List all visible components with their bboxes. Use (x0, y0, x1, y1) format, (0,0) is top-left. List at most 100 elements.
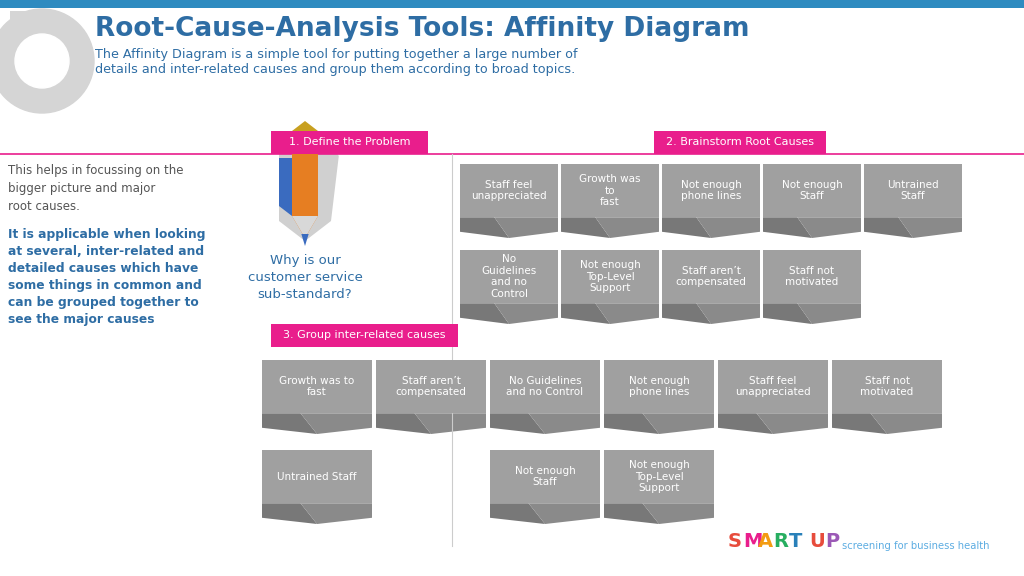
Text: This helps in focussing on the
bigger picture and major
root causes.: This helps in focussing on the bigger pi… (8, 164, 183, 213)
FancyBboxPatch shape (0, 0, 1024, 8)
Polygon shape (604, 414, 659, 434)
Polygon shape (696, 217, 760, 238)
Polygon shape (831, 414, 887, 434)
Polygon shape (279, 158, 292, 216)
Polygon shape (460, 304, 509, 324)
Circle shape (15, 34, 69, 88)
Polygon shape (528, 414, 600, 434)
FancyBboxPatch shape (460, 250, 558, 304)
Text: It is applicable when looking
at several, inter-related and
detailed causes whic: It is applicable when looking at several… (8, 228, 206, 326)
FancyBboxPatch shape (271, 131, 428, 154)
Text: Not enough
phone lines: Not enough phone lines (629, 376, 689, 397)
Text: Staff feel
unappreciated: Staff feel unappreciated (471, 180, 547, 202)
Polygon shape (262, 503, 317, 524)
Polygon shape (870, 414, 942, 434)
Polygon shape (490, 414, 545, 434)
Polygon shape (279, 144, 339, 241)
Polygon shape (300, 503, 372, 524)
Polygon shape (662, 217, 711, 238)
FancyBboxPatch shape (460, 164, 558, 217)
Text: Growth was to
fast: Growth was to fast (280, 376, 354, 397)
Polygon shape (898, 217, 962, 238)
Polygon shape (528, 503, 600, 524)
FancyBboxPatch shape (662, 250, 760, 304)
FancyBboxPatch shape (376, 360, 486, 414)
Polygon shape (262, 414, 317, 434)
Text: Staff not
motivated: Staff not motivated (860, 376, 913, 397)
Text: 3. Group inter-related causes: 3. Group inter-related causes (284, 331, 445, 340)
Text: Not enough
phone lines: Not enough phone lines (681, 180, 741, 202)
Polygon shape (561, 217, 610, 238)
Polygon shape (642, 503, 714, 524)
FancyBboxPatch shape (561, 164, 659, 217)
FancyBboxPatch shape (604, 360, 714, 414)
Polygon shape (495, 304, 558, 324)
Text: S: S (728, 532, 742, 551)
Polygon shape (292, 144, 318, 238)
Text: 2. Brainstorm Root Causes: 2. Brainstorm Root Causes (666, 138, 814, 147)
Text: A: A (759, 532, 773, 551)
Polygon shape (376, 414, 431, 434)
FancyBboxPatch shape (262, 360, 372, 414)
Text: R: R (773, 532, 788, 551)
FancyBboxPatch shape (561, 250, 659, 304)
FancyBboxPatch shape (271, 324, 458, 347)
Polygon shape (595, 217, 659, 238)
Text: Not enough
Staff: Not enough Staff (781, 180, 843, 202)
Polygon shape (757, 414, 828, 434)
Text: T: T (788, 532, 802, 551)
Text: Untrained Staff: Untrained Staff (278, 472, 356, 482)
FancyBboxPatch shape (654, 131, 826, 154)
Text: Not enough
Staff: Not enough Staff (515, 466, 575, 487)
FancyBboxPatch shape (262, 450, 372, 503)
Text: Why is our
customer service
sub-standard?: Why is our customer service sub-standard… (248, 254, 362, 301)
Polygon shape (415, 414, 486, 434)
Polygon shape (662, 304, 711, 324)
Text: Root-Cause-Analysis Tools: Affinity Diagram: Root-Cause-Analysis Tools: Affinity Diag… (95, 16, 750, 42)
Polygon shape (763, 217, 812, 238)
FancyBboxPatch shape (604, 450, 714, 503)
Text: Staff aren’t
compensated: Staff aren’t compensated (676, 266, 746, 287)
FancyBboxPatch shape (490, 450, 600, 503)
Text: Not enough
Top-Level
Support: Not enough Top-Level Support (580, 260, 640, 293)
Text: Staff aren’t
compensated: Staff aren’t compensated (395, 376, 467, 397)
Polygon shape (798, 217, 861, 238)
Polygon shape (798, 304, 861, 324)
Text: Not enough
Top-Level
Support: Not enough Top-Level Support (629, 460, 689, 493)
Polygon shape (490, 503, 545, 524)
Polygon shape (864, 217, 913, 238)
Polygon shape (642, 414, 714, 434)
Text: No Guidelines
and no Control: No Guidelines and no Control (507, 376, 584, 397)
Text: screening for business health: screening for business health (842, 541, 989, 551)
FancyBboxPatch shape (763, 164, 861, 217)
Text: U: U (809, 532, 824, 551)
Polygon shape (763, 304, 812, 324)
Text: Staff not
motivated: Staff not motivated (785, 266, 839, 287)
Text: Untrained
Staff: Untrained Staff (887, 180, 939, 202)
Polygon shape (718, 414, 773, 434)
FancyBboxPatch shape (831, 360, 942, 414)
Polygon shape (595, 304, 659, 324)
FancyBboxPatch shape (662, 164, 760, 217)
FancyBboxPatch shape (763, 250, 861, 304)
FancyBboxPatch shape (864, 164, 962, 217)
FancyBboxPatch shape (490, 360, 600, 414)
Text: M: M (743, 532, 763, 551)
Polygon shape (292, 121, 318, 144)
Polygon shape (301, 234, 308, 246)
Polygon shape (604, 503, 659, 524)
Text: No
Guidelines
and no
Control: No Guidelines and no Control (481, 254, 537, 299)
Text: The Affinity Diagram is a simple tool for putting together a large number of
det: The Affinity Diagram is a simple tool fo… (95, 48, 578, 76)
Polygon shape (561, 304, 610, 324)
Circle shape (0, 9, 94, 113)
Text: Staff feel
unappreciated: Staff feel unappreciated (735, 376, 811, 397)
Text: P: P (825, 532, 839, 551)
FancyBboxPatch shape (718, 360, 828, 414)
Polygon shape (292, 216, 318, 238)
Polygon shape (300, 414, 372, 434)
Text: Growth was
to
fast: Growth was to fast (580, 174, 641, 207)
Polygon shape (696, 304, 760, 324)
Polygon shape (10, 11, 60, 46)
Polygon shape (460, 217, 509, 238)
Text: 1. Define the Problem: 1. Define the Problem (289, 138, 411, 147)
